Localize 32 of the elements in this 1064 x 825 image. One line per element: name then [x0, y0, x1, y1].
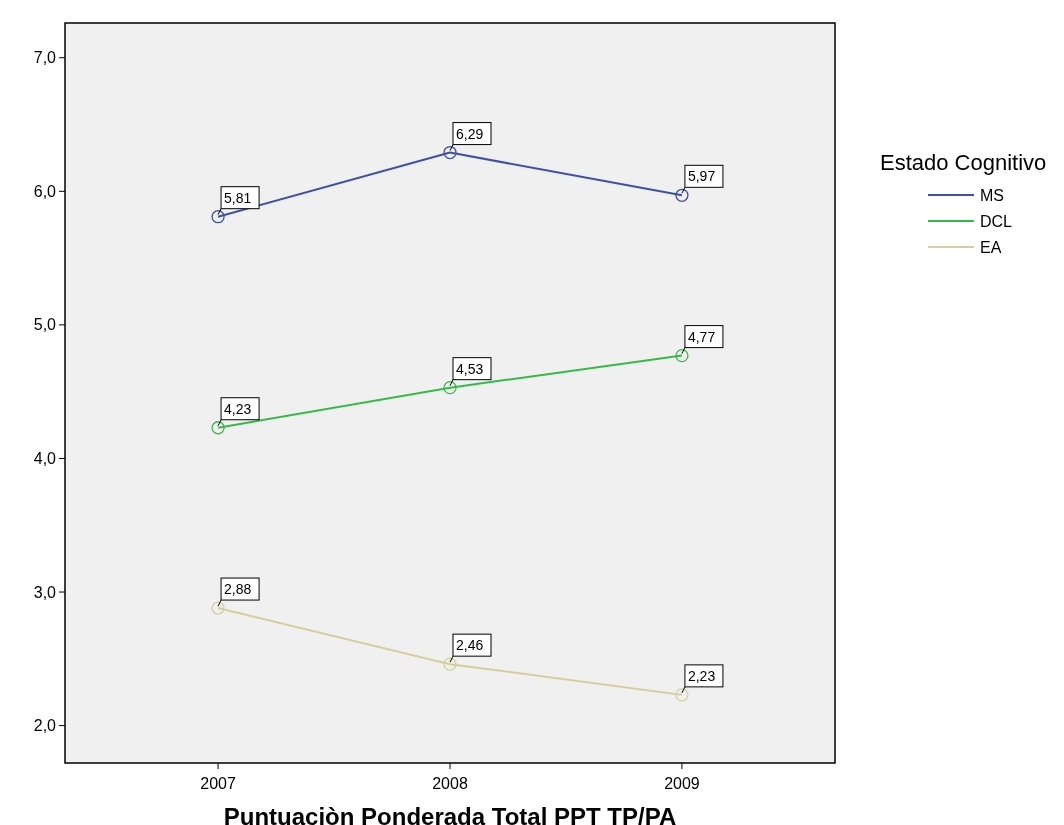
point [211, 421, 225, 435]
legend-label: EA [980, 238, 1002, 256]
legend-title: Estado Cognitivo [880, 150, 1047, 175]
y-tick-label: 3,0 [33, 583, 57, 601]
data-label: 5,81 [224, 189, 252, 206]
y-tick-label: 6,0 [33, 182, 57, 200]
data-label: 2,88 [224, 581, 252, 598]
point [675, 348, 689, 363]
data-label: 5,97 [687, 168, 716, 185]
data-label: 2,23 [687, 667, 716, 684]
data-label: 4,53 [456, 360, 484, 377]
point [211, 601, 225, 615]
x-tick-label: 2008 [432, 775, 468, 792]
point [443, 145, 457, 160]
point [443, 381, 457, 395]
legend-label: MS [980, 186, 1004, 204]
y-tick-label: 4,0 [33, 450, 57, 468]
y-tick-label: 7,0 [33, 49, 57, 67]
data-label: 4,77 [687, 328, 716, 345]
x-tick-label: 2009 [664, 775, 700, 792]
point [211, 210, 225, 224]
legend-label: DCL [980, 212, 1013, 230]
point [675, 688, 689, 702]
x-axis-title: Puntuaciòn Ponderada Total PPT TP/PA [223, 803, 677, 825]
data-label: 4,23 [224, 400, 252, 417]
x-tick-label: 2007 [200, 775, 236, 792]
y-tick-label: 5,0 [33, 316, 57, 334]
data-label: 2,46 [456, 637, 484, 654]
point [443, 657, 457, 671]
y-tick-label: 2,0 [33, 717, 57, 735]
data-label: 6,29 [456, 125, 484, 142]
point [675, 188, 689, 202]
